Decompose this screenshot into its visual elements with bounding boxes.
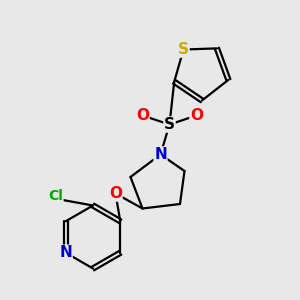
Text: N: N: [59, 245, 72, 260]
Text: O: O: [136, 108, 149, 123]
Text: O: O: [109, 186, 122, 201]
Text: Cl: Cl: [48, 190, 63, 203]
Text: O: O: [190, 108, 203, 123]
Text: N: N: [154, 147, 167, 162]
Text: S: S: [164, 117, 175, 132]
Text: S: S: [178, 42, 189, 57]
